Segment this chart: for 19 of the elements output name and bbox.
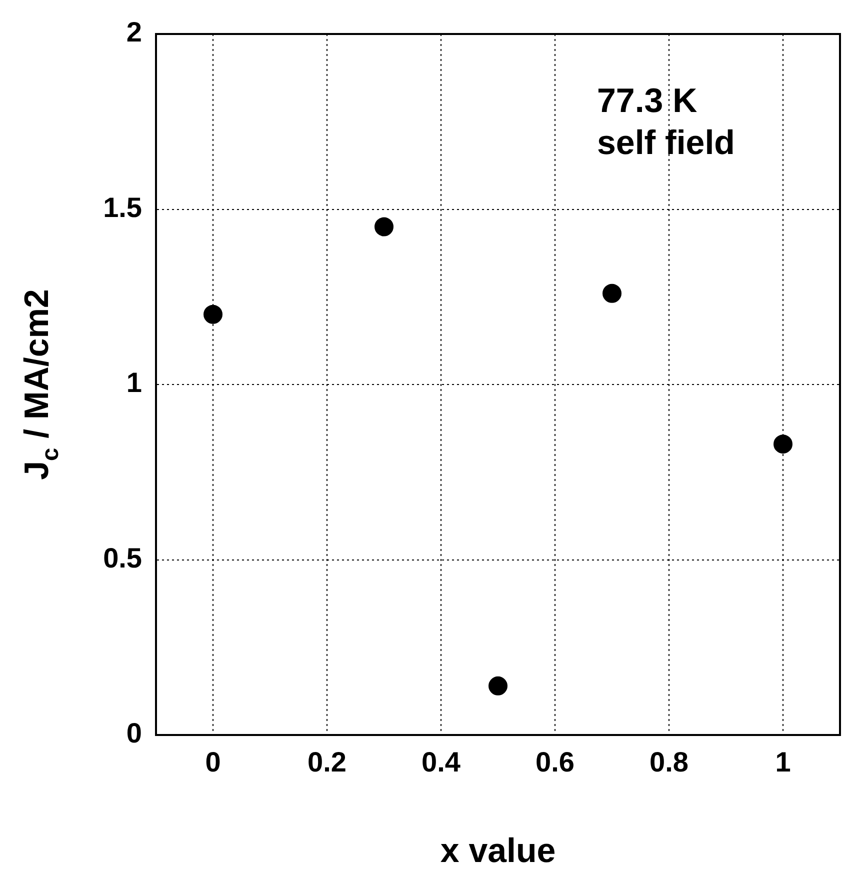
- y-tick-label: 0: [126, 718, 142, 749]
- x-tick-label: 0.8: [650, 746, 688, 778]
- point: [374, 217, 394, 236]
- x-tick-label: 1: [775, 746, 791, 778]
- annotation: 77.3 K self field: [597, 82, 735, 162]
- y-tick-label: 1.5: [103, 192, 142, 223]
- point: [204, 304, 222, 324]
- x-tick-label: 0.2: [308, 746, 346, 778]
- point: [774, 434, 792, 454]
- x-tick-label: 0: [205, 746, 221, 778]
- y-axis-title: Jc / MA/cm2: [18, 289, 64, 480]
- point: [602, 284, 622, 303]
- y-tick-label: 2: [126, 16, 142, 48]
- point: [488, 676, 508, 696]
- x-tick-label: 0.4: [422, 746, 461, 778]
- x-axis-title: x value: [440, 832, 556, 870]
- x-tick-label: 0.6: [536, 746, 574, 778]
- y-tick-label: 1: [126, 367, 142, 398]
- y-tick-label: 0.5: [103, 542, 142, 574]
